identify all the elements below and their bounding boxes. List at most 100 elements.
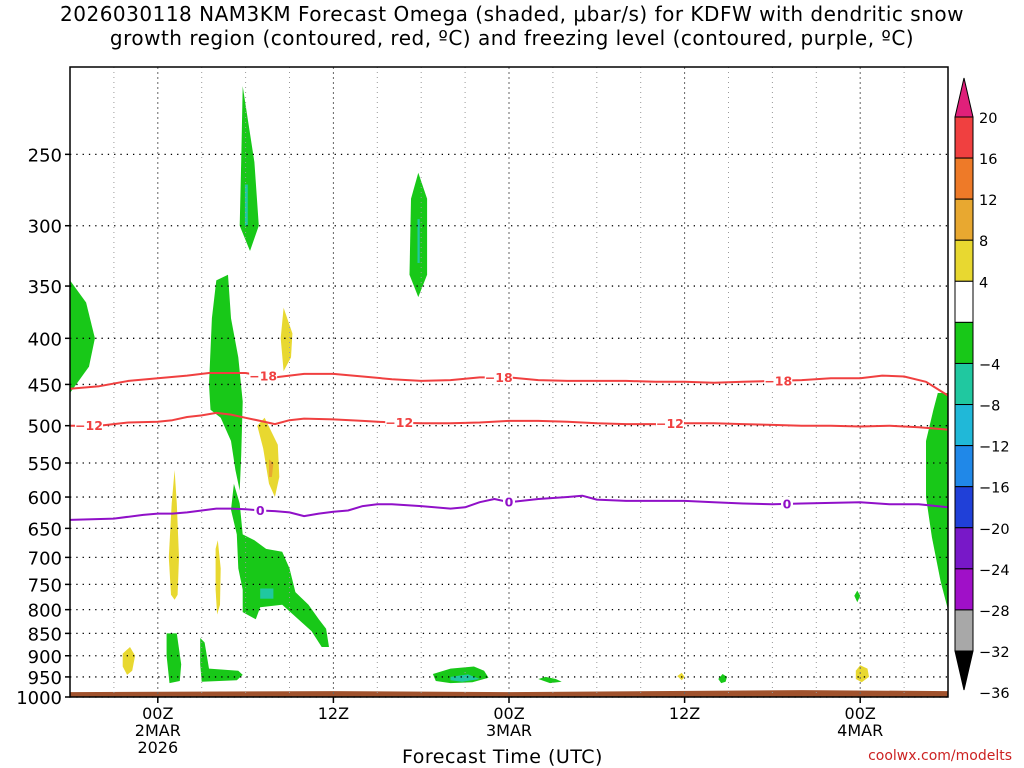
colorbar-label: −8 <box>979 399 1000 415</box>
omega-regions <box>70 86 948 684</box>
colorbar-bin <box>954 198 974 241</box>
colorbar-bin <box>954 404 974 447</box>
contour-label-bg <box>385 415 414 430</box>
colorbar-bin <box>954 239 974 282</box>
colorbar-label: −20 <box>979 522 1010 538</box>
contour-layer: −18 −18 −18 −12 −12 −12 0 0 0 <box>70 368 948 521</box>
contour-line--12 <box>70 411 948 431</box>
colorbar-bin <box>954 486 974 529</box>
colorbar-label: −28 <box>979 604 1010 620</box>
y-tick-label: 900 <box>28 647 62 668</box>
omega-region-19 <box>168 470 179 600</box>
omega-region-20 <box>215 540 221 615</box>
y-axis: 2503003504004505005506006507007508008509… <box>16 145 70 709</box>
omega-region-11 <box>450 674 480 682</box>
contour-label-0-2: 0 <box>783 496 792 511</box>
colorbar-label: 20 <box>979 111 997 127</box>
contour-label--12-1: −12 <box>385 415 413 430</box>
omega-region-16 <box>280 307 293 372</box>
contour-label-bg <box>484 370 513 385</box>
omega-region-12 <box>538 676 562 684</box>
contour-label-bg <box>655 416 684 431</box>
y-tick-label: 350 <box>28 277 62 298</box>
omega-region-0 <box>70 280 95 393</box>
colorbar-label: −36 <box>979 686 1010 702</box>
x-tick-label: 12Z <box>669 704 700 723</box>
contour-label-0-0: 0 <box>256 503 265 518</box>
omega-region-14 <box>854 590 861 603</box>
chart-title-line1: 2026030118 NAM3KM Forecast Omega (shaded… <box>60 2 964 26</box>
y-tick-label: 400 <box>28 329 62 350</box>
y-tick-label: 250 <box>28 145 62 166</box>
omega-region-2 <box>244 184 248 226</box>
y-tick-label: 450 <box>28 375 62 396</box>
omega-region-1 <box>239 86 259 251</box>
x-tick-label: 00Z <box>493 704 524 723</box>
contour-label--12-2: −12 <box>656 416 684 431</box>
x-tick-label: 4MAR <box>837 721 883 740</box>
colorbar-bin <box>954 527 974 570</box>
colorbar-top-triangle <box>954 77 974 118</box>
y-tick-label: 300 <box>28 217 62 238</box>
colorbar-label: −32 <box>979 645 1010 661</box>
contour-label-bg <box>503 495 515 510</box>
contour-label--18-2: −18 <box>764 373 792 388</box>
omega-region-9 <box>200 638 243 682</box>
chart-title-line2: growth region (contoured, red, ºC) and f… <box>109 26 915 50</box>
omega-region-7 <box>260 588 274 599</box>
colorbar-label: −16 <box>979 481 1010 497</box>
contour-label-bg <box>764 373 793 388</box>
colorbar-label: −12 <box>979 440 1010 456</box>
colorbar-bin <box>954 157 974 200</box>
colorbar-bin <box>954 609 974 652</box>
omega-region-23 <box>855 665 869 683</box>
colorbar-bin <box>954 568 974 611</box>
credit-text: coolwx.com/modelts <box>868 748 1012 764</box>
y-tick-label: 850 <box>28 624 62 645</box>
contour-label--18-1: −18 <box>485 370 513 385</box>
omega-region-5 <box>209 274 243 491</box>
colorbar: 20 16 12 8 4 −4 −8 −12 −16 −20 −24 −28 −32 −36 <box>954 77 1010 702</box>
colorbar-bin <box>954 280 974 323</box>
contour-label-bg <box>254 503 267 518</box>
omega-region-6 <box>231 483 329 647</box>
colorbar-bin <box>954 445 974 488</box>
y-tick-label: 750 <box>28 575 62 596</box>
y-tick-label: 800 <box>28 601 62 622</box>
colorbar-label: 8 <box>979 234 988 250</box>
contour-label-bg <box>249 368 278 383</box>
x-tick-label: 00Z <box>845 704 876 723</box>
contour-line--18 <box>70 372 948 397</box>
y-tick-label: 950 <box>28 668 62 689</box>
chart-title: 2026030118 NAM3KM Forecast Omega (shaded… <box>0 2 1024 50</box>
colorbar-label: 16 <box>979 152 997 168</box>
omega-region-13 <box>718 674 727 684</box>
contour-line-0 <box>70 494 948 521</box>
colorbar-label: 4 <box>979 275 988 291</box>
colorbar-bin <box>954 116 974 159</box>
x-tick-label: 3MAR <box>486 721 532 740</box>
x-axis-title: Forecast Time (UTC) <box>402 746 603 768</box>
colorbar-label: 12 <box>979 193 997 209</box>
omega-region-18 <box>269 459 274 477</box>
y-tick-label: 500 <box>28 417 62 438</box>
omega-region-8 <box>166 633 182 684</box>
x-tick-label: 00Z <box>142 704 173 723</box>
contour-label-bg <box>781 496 794 511</box>
contour-label-bg <box>75 418 104 433</box>
omega-region-17 <box>257 417 280 497</box>
colorbar-label: −4 <box>979 357 1000 373</box>
colorbar-bin <box>954 362 974 406</box>
y-tick-label: 550 <box>28 454 62 475</box>
y-tick-label: 600 <box>28 488 62 509</box>
omega-region-22 <box>677 672 685 681</box>
omega-region-15 <box>926 393 948 610</box>
omega-region-21 <box>122 647 136 675</box>
colorbar-bin <box>954 321 974 364</box>
colorbar-label: −24 <box>979 563 1010 579</box>
contour-label--12-0: −12 <box>75 418 103 433</box>
y-tick-label: 1000 <box>16 688 62 709</box>
y-tick-label: 650 <box>28 519 62 540</box>
contour-label--18-0: −18 <box>249 368 277 383</box>
